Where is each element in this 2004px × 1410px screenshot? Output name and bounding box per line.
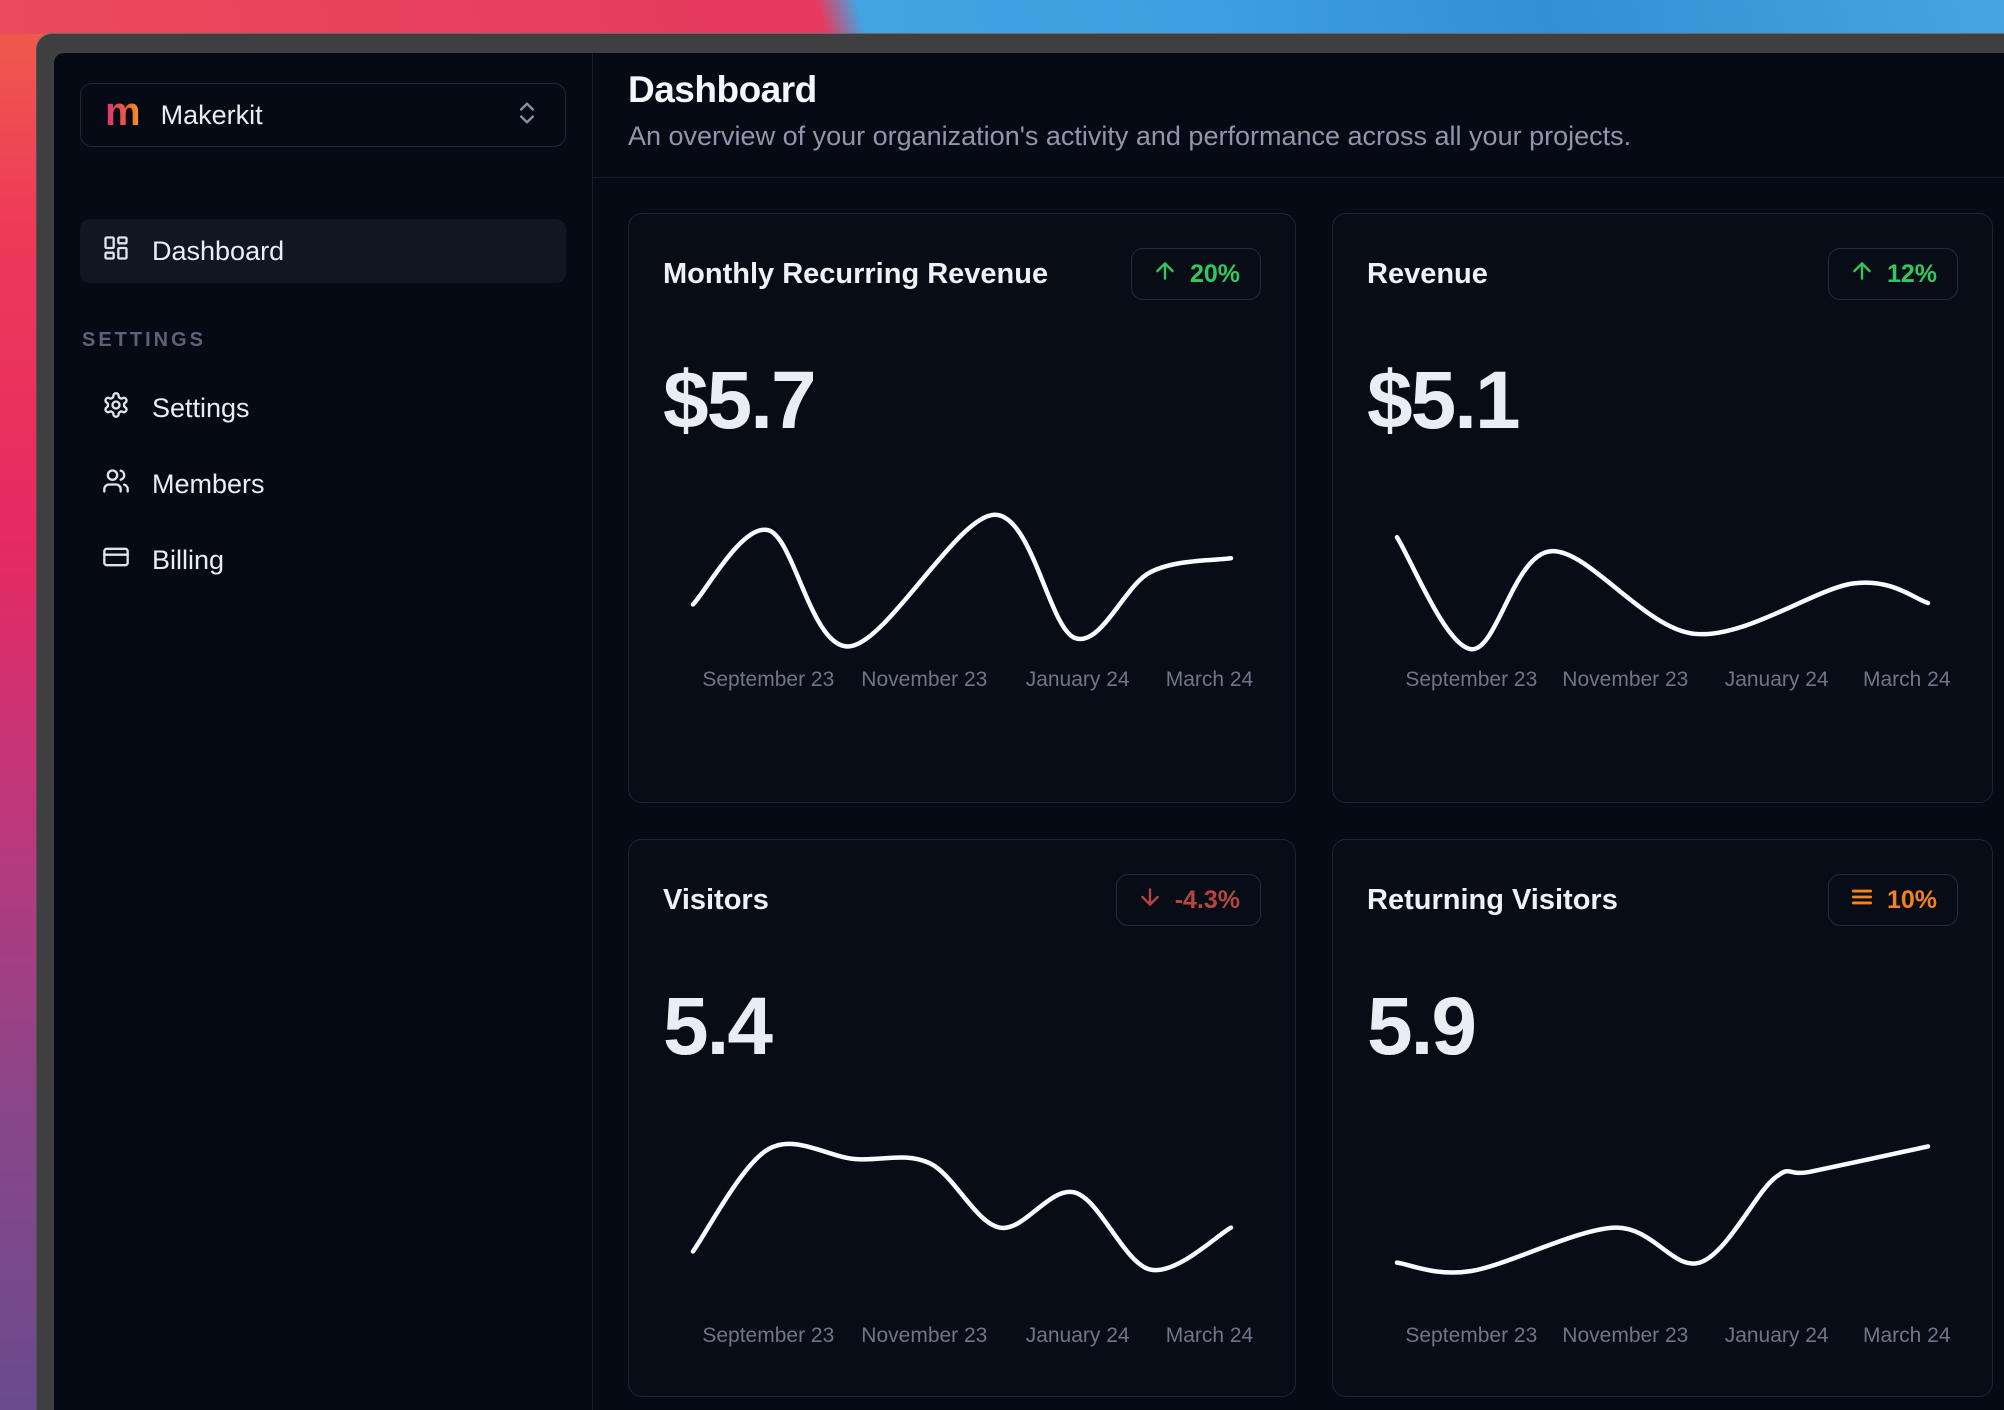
trend-value: 10% [1886,885,1937,914]
card-visitors: Visitors -4.3% 5.4 September 23 [628,839,1296,1397]
credit-card-icon [102,543,130,578]
sidebar-item-label: Members [152,468,265,499]
trend-value: -4.3% [1174,885,1240,914]
desktop-wallpaper [0,0,2004,34]
trend-flat-icon [1849,884,1875,917]
sidebar-item-members[interactable]: Members [80,456,566,512]
metric-value: 5.4 [663,981,773,1072]
metric-value: $5.1 [1367,355,1521,446]
sidebar-item-billing[interactable]: Billing [80,532,566,588]
sidebar: m Makerkit Dashboard SETTINGS [54,53,593,1410]
sidebar-item-dashboard[interactable]: Dashboard [80,219,566,283]
card-title: Returning Visitors [1367,883,1618,916]
makerkit-logo: m [105,90,141,134]
chevrons-up-down-icon [513,99,541,132]
app-window: m Makerkit Dashboard SETTINGS [36,33,2004,1410]
card-monthly-recurring-revenue: Monthly Recurring Revenue 20% $5.7 Septe… [628,213,1296,803]
trend-badge: 12% [1827,248,1958,300]
workspace-selector[interactable]: m Makerkit [80,83,566,147]
layout-dashboard-icon [102,234,130,269]
x-axis-labels: September 23 November 23 January 24 Marc… [702,668,1254,691]
trend-badge: 20% [1130,248,1261,300]
metric-cards-grid: Monthly Recurring Revenue 20% $5.7 Septe… [593,178,2004,1397]
metric-value: $5.7 [663,355,817,446]
arrow-up-icon [1849,258,1875,291]
main-content: Dashboard An overview of your organizati… [593,53,2004,1410]
page-subtitle: An overview of your organization's activ… [628,121,1632,151]
sparkline-chart: September 23 November 23 January 24 Marc… [1367,512,1958,696]
primary-nav: Dashboard [80,219,566,283]
x-axis-labels: September 23 November 23 January 24 Marc… [1405,1324,1951,1347]
card-title: Monthly Recurring Revenue [663,257,1049,290]
sparkline-chart: September 23 November 23 January 24 Marc… [1367,1138,1958,1352]
trend-value: 20% [1189,259,1240,288]
workspace-name: Makerkit [160,99,263,130]
card-revenue: Revenue 12% $5.1 September 23 [1332,213,1993,803]
card-title: Visitors [663,883,769,916]
page-header: Dashboard An overview of your organizati… [593,53,2004,178]
x-axis-labels: September 23 November 23 January 24 Marc… [1405,668,1951,691]
users-icon [102,467,130,502]
sidebar-item-settings[interactable]: Settings [80,380,566,436]
sidebar-section-settings: SETTINGS [82,329,207,351]
arrow-up-icon [1152,258,1178,291]
sidebar-item-label: Billing [152,544,225,575]
metric-value: 5.9 [1367,981,1477,1072]
sidebar-item-label: Dashboard [152,235,285,266]
sparkline-chart: September 23 November 23 January 24 Marc… [663,512,1261,696]
page-title: Dashboard [628,69,817,110]
trend-value: 12% [1886,259,1937,288]
card-title: Revenue [1367,257,1488,290]
sidebar-item-label: Settings [152,392,250,423]
card-returning-visitors: Returning Visitors 10% 5.9 September 23 [1332,839,1993,1397]
app-content: m Makerkit Dashboard SETTINGS [54,53,2004,1410]
arrow-down-icon [1137,884,1163,917]
trend-badge: 10% [1827,874,1958,926]
gear-icon [102,391,130,426]
x-axis-labels: September 23 November 23 January 24 Marc… [702,1324,1254,1347]
trend-badge: -4.3% [1115,874,1261,926]
sparkline-chart: September 23 November 23 January 24 Marc… [663,1138,1261,1352]
settings-nav: Settings Members Billing [80,380,566,588]
